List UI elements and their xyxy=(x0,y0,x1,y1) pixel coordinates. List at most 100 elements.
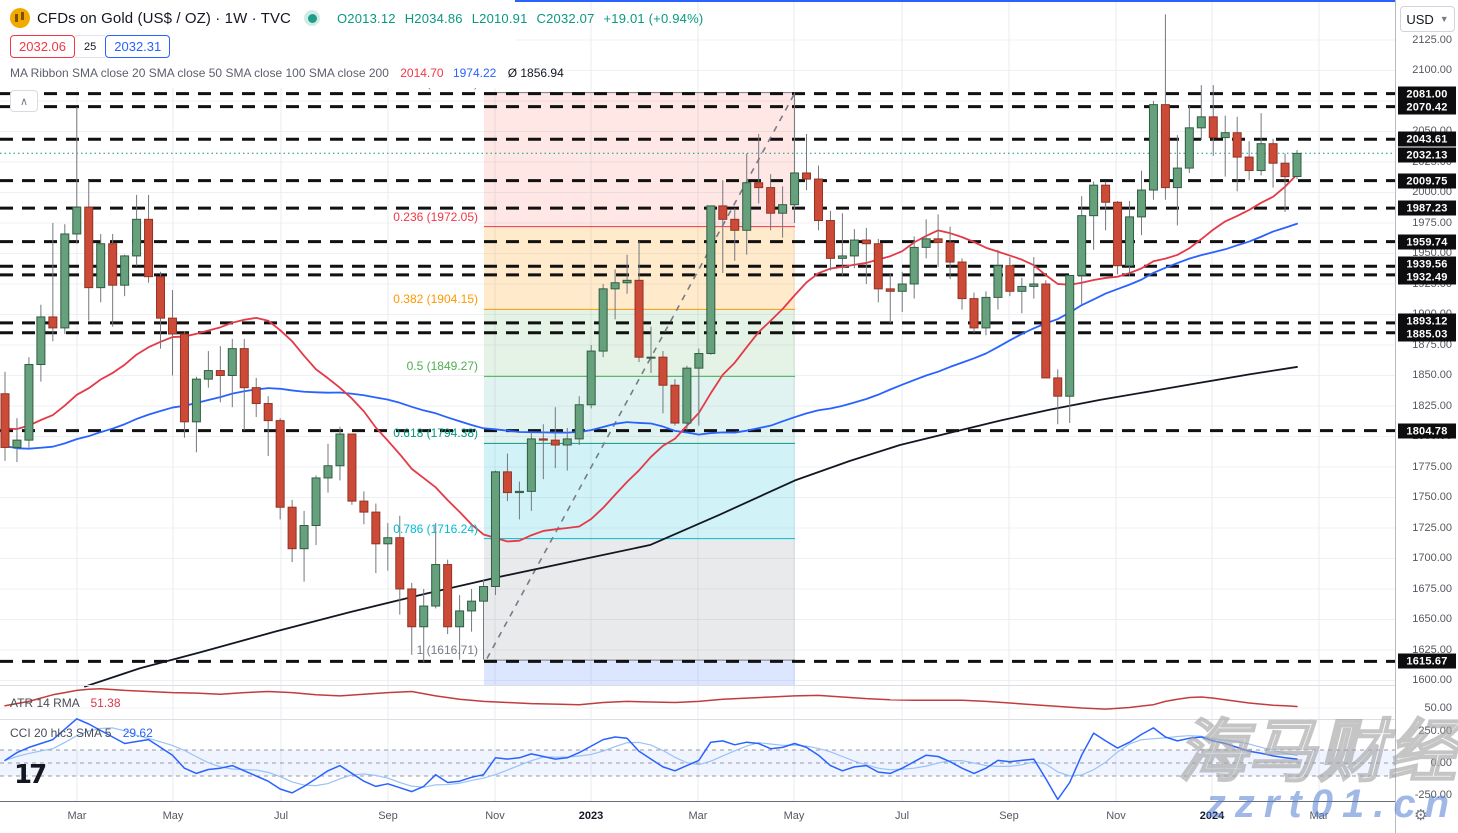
atr-legend[interactable]: ATR 14 RMA 51.38 xyxy=(10,696,121,710)
time-axis-label[interactable]: May xyxy=(162,810,184,822)
pane-top-accent xyxy=(0,0,1458,2)
price-tick-label: 1975.00 xyxy=(1412,216,1452,229)
spread-value: 25 xyxy=(75,35,106,58)
price-tick-label: 1625.00 xyxy=(1412,643,1452,656)
sell-button[interactable]: 2032.06 xyxy=(10,35,75,58)
time-axis-label[interactable]: 2024 xyxy=(1199,810,1225,822)
ohlc-values: O2013.12 H2034.86 L2010.91 C2032.07 +19.01 (… xyxy=(337,11,712,26)
candle-up xyxy=(610,282,620,290)
candle-down xyxy=(0,393,10,448)
market-status-icon[interactable] xyxy=(304,10,320,26)
candle-down xyxy=(167,317,177,335)
price-tick-label: 1950.00 xyxy=(1412,247,1452,260)
candle-up xyxy=(574,404,584,440)
candle-up xyxy=(1136,189,1146,218)
gear-icon[interactable]: ⚙ xyxy=(1414,807,1428,824)
time-axis-label[interactable]: Nov xyxy=(1106,810,1126,822)
candle-down xyxy=(395,537,405,590)
price-tick-label: 1600.00 xyxy=(1412,674,1452,687)
cci-legend[interactable]: CCI 20 hlc3 SMA 5 29.62 xyxy=(10,726,153,740)
price-tick-label: 1675.00 xyxy=(1412,582,1452,595)
candle-down xyxy=(48,316,58,329)
price-level-badge: 1987.23 xyxy=(1398,200,1456,216)
atr-label: ATR 14 RMA xyxy=(10,696,80,710)
fib-extension-zone xyxy=(484,660,795,685)
candle-up xyxy=(897,283,907,292)
tradingview-logo[interactable]: 17 xyxy=(14,760,47,790)
symbol-title[interactable]: CFDs on Gold (US$ / OZ) · 1W · TVC xyxy=(37,9,291,27)
candle-up xyxy=(1017,285,1027,292)
candle-up xyxy=(431,564,441,607)
candle-down xyxy=(371,511,381,545)
buy-button[interactable]: 2032.31 xyxy=(105,35,171,58)
price-level-badge: 1893.12 xyxy=(1398,313,1456,329)
candle-down xyxy=(766,187,776,214)
price-tick-label: 2100.00 xyxy=(1412,64,1452,77)
candle-up xyxy=(514,490,524,494)
candle-down xyxy=(802,172,812,180)
candle-up xyxy=(311,477,321,527)
sma200-line xyxy=(84,366,1298,688)
candle-down xyxy=(730,218,740,231)
candle-down xyxy=(239,348,249,389)
candle-up xyxy=(12,439,22,448)
candle-up xyxy=(203,370,213,380)
time-axis-label[interactable]: May xyxy=(783,810,805,822)
price-axis[interactable]: USD ▼ 2125.002100.002075.002050.002025.0… xyxy=(1395,0,1458,833)
candle-down xyxy=(407,588,417,628)
price-tick-label: 1725.00 xyxy=(1412,521,1452,534)
candle-up xyxy=(562,438,572,446)
time-axis-label[interactable]: Jul xyxy=(273,810,289,822)
fib-level-label: 0.786 (1716.24) xyxy=(393,521,478,536)
time-axis-label[interactable]: Sep xyxy=(378,810,398,822)
collapse-legend-button[interactable]: ∧ xyxy=(10,90,38,112)
fib-zone xyxy=(484,538,795,661)
price-level-badge: 1615.67 xyxy=(1398,653,1456,669)
candle-up xyxy=(1196,116,1206,129)
candle-up xyxy=(586,350,596,406)
price-level-badge: 2043.61 xyxy=(1398,131,1456,147)
candle-up xyxy=(60,233,70,329)
candle-up xyxy=(335,433,345,467)
time-axis-label[interactable]: Mar xyxy=(67,810,87,822)
candle-up xyxy=(132,218,142,257)
candle-down xyxy=(179,333,189,423)
time-axis[interactable]: Mar May Jul Sep Nov 2023 Mar May Jul Sep Nov 2024 Ma… xyxy=(0,801,1395,833)
candle-down xyxy=(502,471,512,494)
candle-up xyxy=(323,465,333,479)
time-axis-label[interactable]: Sep xyxy=(999,810,1019,822)
time-axis-label[interactable]: 2023 xyxy=(578,810,604,822)
time-axis-label[interactable]: Mar xyxy=(688,810,708,822)
cci-label: CCI 20 hlc3 SMA 5 xyxy=(10,726,112,740)
candle-up xyxy=(742,182,752,231)
candle-up xyxy=(1220,132,1230,139)
candle-down xyxy=(538,438,548,441)
price-tick-label: 1700.00 xyxy=(1412,552,1452,565)
fib-level-label: 0.382 (1904.15) xyxy=(393,292,478,307)
time-axis-label[interactable]: Jul xyxy=(894,810,910,822)
candle-down xyxy=(945,242,955,263)
currency-selector[interactable]: USD ▼ xyxy=(1400,6,1455,32)
price-tick-label: 1875.00 xyxy=(1412,338,1452,351)
close-value: C2032.07 xyxy=(536,10,595,26)
ma-ribbon-legend[interactable]: MA Ribbon SMA close 20 SMA close 50 SMA … xyxy=(10,66,564,80)
ma-ribbon-title: MA Ribbon SMA close 20 SMA close 50 SMA … xyxy=(10,66,389,80)
candle-up xyxy=(24,363,34,441)
candle-up xyxy=(1256,143,1266,172)
cci-line xyxy=(4,718,1298,801)
candle-up xyxy=(1089,184,1099,217)
candle-up xyxy=(837,255,847,259)
time-axis-label[interactable]: Nov xyxy=(485,810,505,822)
cci-value: 29.62 xyxy=(122,726,153,740)
atr-line xyxy=(4,688,1298,710)
fib-level-label: 1 (1616.71) xyxy=(416,643,478,658)
candle-up xyxy=(1184,127,1194,169)
candle-down xyxy=(873,243,883,290)
candle-down xyxy=(885,288,895,292)
time-axis-label[interactable]: Mar xyxy=(1309,810,1329,822)
candle-up xyxy=(694,353,704,369)
candle-down xyxy=(1208,116,1218,139)
candle-up xyxy=(849,239,859,257)
currency-label: USD xyxy=(1406,11,1434,27)
